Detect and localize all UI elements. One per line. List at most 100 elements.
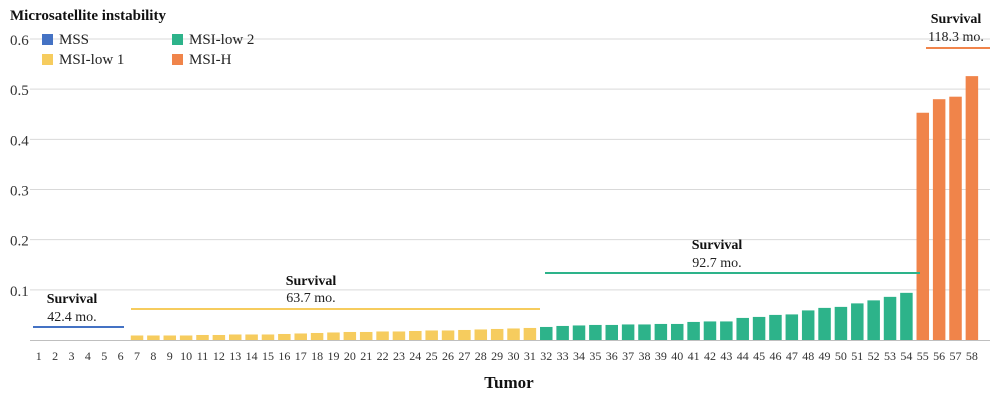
x-tick-label: 16 (278, 349, 290, 363)
x-tick-label: 46 (769, 349, 781, 363)
x-tick-label: 27 (458, 349, 470, 363)
x-tick-label: 57 (950, 349, 962, 363)
bar (720, 321, 733, 340)
survival-label: Survival (47, 292, 98, 307)
bar (605, 324, 618, 340)
bar (425, 330, 438, 340)
bar (916, 112, 930, 341)
bar (736, 317, 749, 340)
x-tick-label: 25 (426, 349, 438, 363)
x-tick-label: 23 (393, 349, 405, 363)
bar (130, 335, 144, 340)
bar (638, 324, 651, 340)
bar (343, 331, 357, 340)
x-tick-label: 30 (508, 349, 520, 363)
x-tick-label: 3 (69, 349, 75, 363)
x-tick-label: 22 (377, 349, 389, 363)
x-tick-label: 43 (720, 349, 732, 363)
bar (932, 99, 946, 340)
x-tick-label: 19 (327, 349, 339, 363)
x-tick-label: 52 (868, 349, 880, 363)
bar (851, 303, 864, 340)
x-tick-label: 17 (295, 349, 307, 363)
bar (949, 96, 962, 340)
x-tick-label: 18 (311, 349, 323, 363)
survival-value: 42.4 mo. (47, 310, 96, 325)
bar (441, 330, 455, 340)
x-tick-label: 24 (409, 349, 421, 363)
y-tick-label: 0.5 (10, 83, 29, 99)
survival-label: Survival (692, 238, 743, 253)
x-tick-label: 54 (900, 349, 912, 363)
y-tick-label: 0.2 (10, 234, 29, 250)
legend-swatch (172, 54, 183, 65)
bar (556, 325, 569, 340)
bar (310, 332, 324, 340)
x-tick-label: 49 (819, 349, 831, 363)
bar (572, 325, 586, 340)
legend: MSS MSI-low 1 MSI-low 2 MSI-H (42, 32, 254, 68)
x-tick-label: 32 (540, 349, 552, 363)
x-tick-label: 6 (118, 349, 124, 363)
x-tick-label: 55 (917, 349, 929, 363)
legend-entry: MSI-H (189, 52, 232, 68)
x-tick-label: 53 (884, 349, 896, 363)
x-tick-label: 20 (344, 349, 356, 363)
bar (327, 332, 340, 340)
x-tick-label: 28 (475, 349, 487, 363)
x-tick-label: 40 (671, 349, 683, 363)
x-tick-label: 12 (213, 349, 225, 363)
bar (147, 335, 160, 340)
bar (769, 314, 782, 340)
bar (523, 327, 537, 340)
y-axis-ticks: 0.6 0.5 0.4 0.3 0.2 0.1 (10, 33, 29, 300)
x-tick-label: 33 (557, 349, 569, 363)
x-axis-label: Tumor (484, 373, 534, 392)
x-tick-label: 56 (933, 349, 945, 363)
bar (409, 330, 422, 340)
x-tick-label: 41 (688, 349, 700, 363)
x-tick-label: 45 (753, 349, 765, 363)
x-tick-label: 31 (524, 349, 536, 363)
x-tick-label: 14 (246, 349, 258, 363)
y-tick-label: 0.1 (10, 284, 29, 300)
bar (507, 328, 520, 340)
legend-entry: MSI-low 2 (189, 32, 254, 48)
bar (458, 329, 471, 340)
bar (490, 328, 504, 340)
x-tick-label: 11 (197, 349, 209, 363)
x-tick-label: 4 (85, 349, 91, 363)
bar (687, 321, 700, 340)
legend-swatch (172, 34, 183, 45)
bar (196, 334, 209, 340)
x-tick-label: 48 (802, 349, 814, 363)
x-tick-label: 36 (606, 349, 618, 363)
survival-label: Survival (931, 12, 982, 27)
x-tick-label: 35 (589, 349, 601, 363)
bar (179, 335, 193, 340)
y-tick-label: 0.6 (10, 33, 29, 49)
gridlines (30, 38, 990, 341)
bar (654, 323, 668, 340)
bar (785, 314, 799, 340)
bar (965, 76, 979, 340)
bar (752, 316, 766, 340)
bar (801, 310, 815, 340)
x-tick-label: 5 (101, 349, 107, 363)
survival-annotations: Survival 42.4 mo. Survival 63.7 mo. Survival… (33, 12, 990, 328)
y-tick-label: 0.4 (10, 133, 29, 149)
x-tick-label: 9 (167, 349, 173, 363)
x-tick-label: 10 (180, 349, 192, 363)
bar (392, 331, 406, 340)
x-tick-label: 38 (638, 349, 650, 363)
x-tick-label: 34 (573, 349, 585, 363)
y-tick-label: 0.3 (10, 184, 29, 200)
x-tick-label: 7 (134, 349, 140, 363)
x-tick-label: 29 (491, 349, 503, 363)
bar (359, 331, 373, 340)
bar (621, 324, 635, 340)
bar (834, 306, 848, 340)
bar (376, 331, 389, 340)
bar (540, 326, 553, 340)
